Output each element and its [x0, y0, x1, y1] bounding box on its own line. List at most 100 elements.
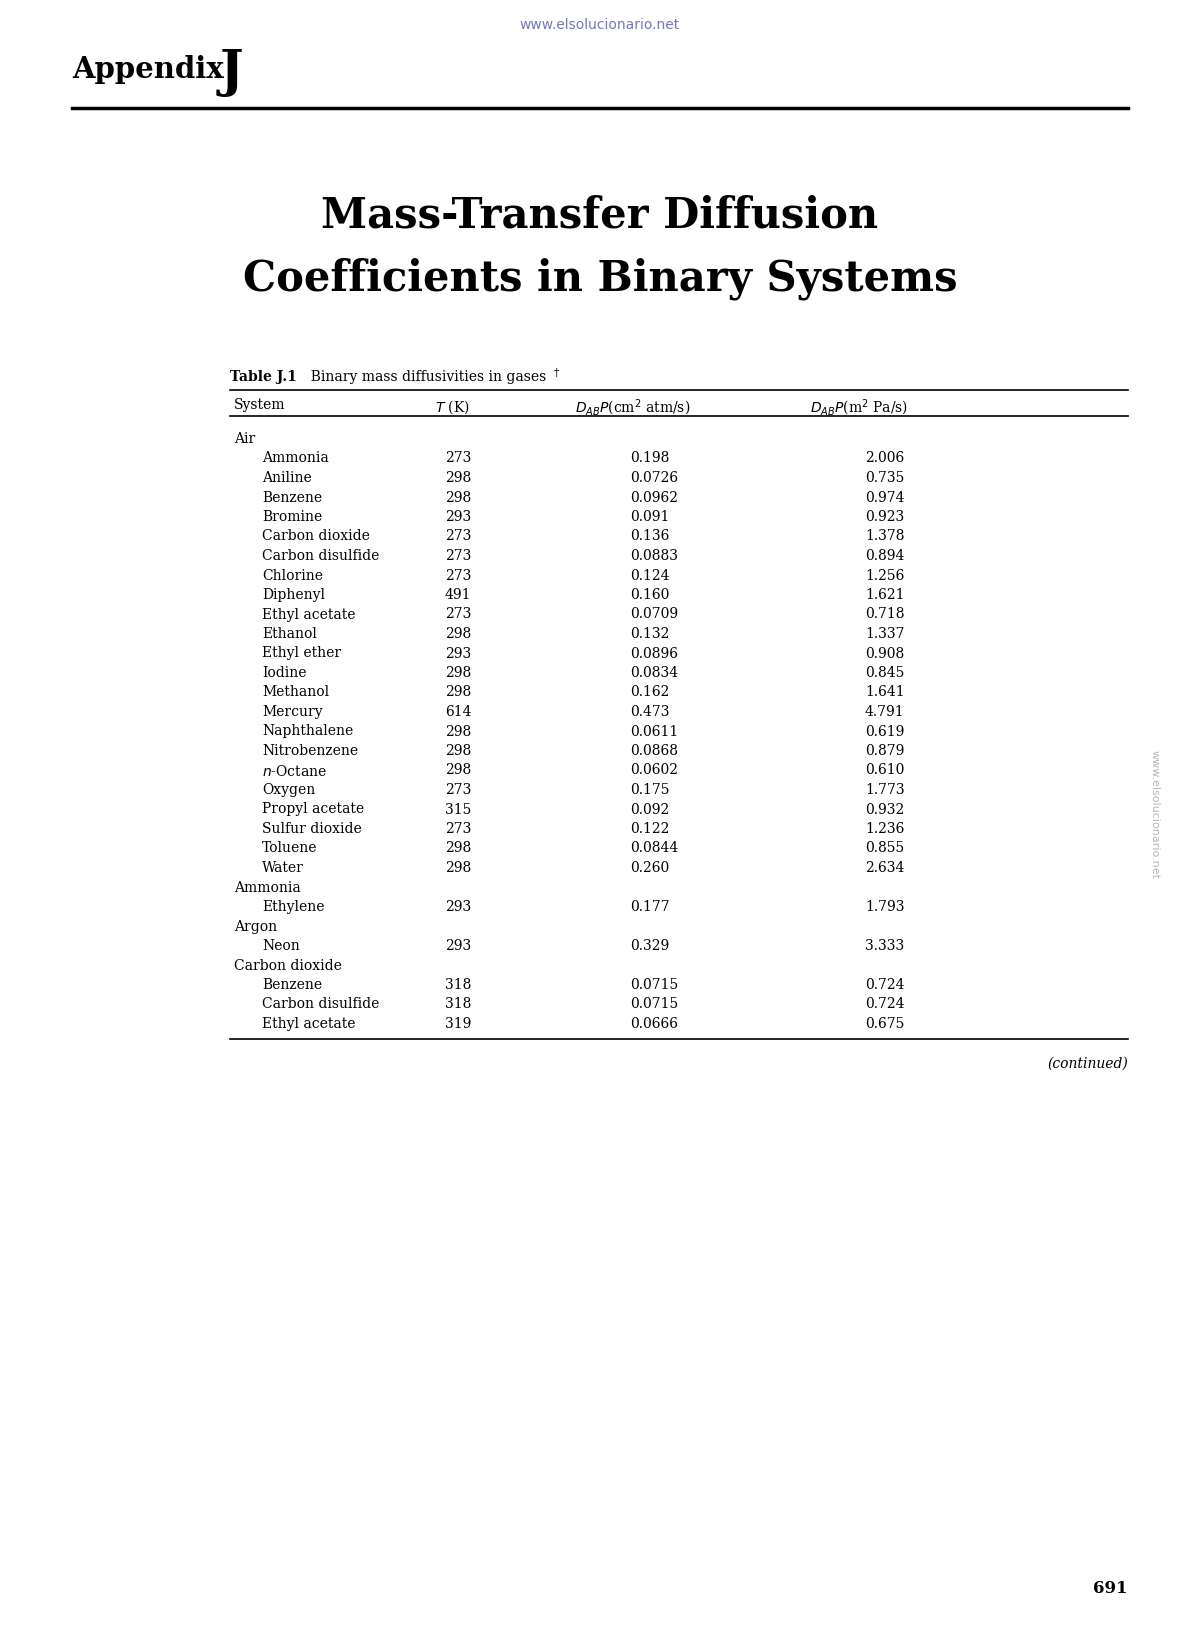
Text: Ethanol: Ethanol [262, 627, 317, 641]
Text: 0.0883: 0.0883 [630, 549, 678, 563]
Text: †: † [554, 368, 559, 378]
Text: 1.793: 1.793 [865, 900, 905, 913]
Text: Nitrobenzene: Nitrobenzene [262, 744, 358, 759]
Text: 1.773: 1.773 [865, 783, 905, 798]
Text: Ethyl acetate: Ethyl acetate [262, 1018, 355, 1031]
Text: 273: 273 [445, 529, 472, 544]
Text: 0.974: 0.974 [865, 490, 905, 505]
Text: $D_{AB}P$(cm$^2$ atm/s): $D_{AB}P$(cm$^2$ atm/s) [575, 397, 690, 418]
Text: Diphenyl: Diphenyl [262, 588, 325, 602]
Text: Coefficients in Binary Systems: Coefficients in Binary Systems [242, 257, 958, 301]
Text: Ammonia: Ammonia [234, 881, 301, 894]
Text: 0.845: 0.845 [865, 666, 905, 681]
Text: Chlorine: Chlorine [262, 568, 323, 583]
Text: Water: Water [262, 861, 304, 874]
Text: Mass-Transfer Diffusion: Mass-Transfer Diffusion [322, 195, 878, 238]
Text: Oxygen: Oxygen [262, 783, 316, 798]
Text: 0.122: 0.122 [630, 822, 670, 837]
Text: 0.0709: 0.0709 [630, 607, 678, 622]
Text: 273: 273 [445, 822, 472, 837]
Text: 0.160: 0.160 [630, 588, 670, 602]
Text: 0.329: 0.329 [630, 939, 670, 952]
Text: 0.177: 0.177 [630, 900, 670, 913]
Text: 298: 298 [445, 764, 472, 778]
Text: 0.923: 0.923 [865, 510, 905, 524]
Text: Argon: Argon [234, 920, 277, 933]
Text: Propyl acetate: Propyl acetate [262, 803, 364, 817]
Text: 0.0666: 0.0666 [630, 1018, 678, 1031]
Text: 0.932: 0.932 [865, 803, 905, 817]
Text: 273: 273 [445, 549, 472, 563]
Text: Carbon disulfide: Carbon disulfide [262, 549, 379, 563]
Text: 319: 319 [445, 1018, 472, 1031]
Text: 0.0726: 0.0726 [630, 470, 678, 485]
Text: 1.621: 1.621 [865, 588, 905, 602]
Text: Aniline: Aniline [262, 470, 312, 485]
Text: 298: 298 [445, 744, 472, 759]
Text: 1.378: 1.378 [865, 529, 905, 544]
Text: 3.333: 3.333 [865, 939, 905, 952]
Text: 293: 293 [445, 510, 472, 524]
Text: Mercury: Mercury [262, 705, 323, 720]
Text: Carbon disulfide: Carbon disulfide [262, 998, 379, 1011]
Text: 298: 298 [445, 666, 472, 681]
Text: 0.0844: 0.0844 [630, 842, 678, 855]
Text: 0.124: 0.124 [630, 568, 670, 583]
Text: 0.855: 0.855 [865, 842, 905, 855]
Text: 0.0715: 0.0715 [630, 998, 678, 1011]
Text: 0.735: 0.735 [865, 470, 905, 485]
Text: 298: 298 [445, 470, 472, 485]
Text: www.elsolucionario.net: www.elsolucionario.net [520, 18, 680, 33]
Text: 293: 293 [445, 900, 472, 913]
Text: 0.0868: 0.0868 [630, 744, 678, 759]
Text: 0.0602: 0.0602 [630, 764, 678, 778]
Text: 318: 318 [445, 978, 472, 991]
Text: 0.718: 0.718 [865, 607, 905, 622]
Text: 0.473: 0.473 [630, 705, 670, 720]
Text: Iodine: Iodine [262, 666, 306, 681]
Text: 298: 298 [445, 861, 472, 874]
Text: 298: 298 [445, 724, 472, 739]
Text: 0.162: 0.162 [630, 685, 670, 700]
Text: 1.256: 1.256 [865, 568, 905, 583]
Text: www.elsolucionario.net: www.elsolucionario.net [1150, 749, 1160, 879]
Text: 298: 298 [445, 490, 472, 505]
Text: Naphthalene: Naphthalene [262, 724, 353, 739]
Text: 0.132: 0.132 [630, 627, 670, 641]
Text: Sulfur dioxide: Sulfur dioxide [262, 822, 361, 837]
Text: J: J [220, 47, 244, 98]
Text: 0.198: 0.198 [630, 451, 670, 466]
Text: 293: 293 [445, 646, 472, 661]
Text: 273: 273 [445, 783, 472, 798]
Text: $T$ (K): $T$ (K) [436, 397, 470, 415]
Text: 0.0896: 0.0896 [630, 646, 678, 661]
Text: System: System [234, 397, 286, 412]
Text: 0.136: 0.136 [630, 529, 670, 544]
Text: 0.0962: 0.0962 [630, 490, 678, 505]
Text: 0.619: 0.619 [865, 724, 905, 739]
Text: Benzene: Benzene [262, 490, 322, 505]
Text: 2.634: 2.634 [865, 861, 905, 874]
Text: 315: 315 [445, 803, 472, 817]
Text: 0.0715: 0.0715 [630, 978, 678, 991]
Text: 0.091: 0.091 [630, 510, 670, 524]
Text: 273: 273 [445, 451, 472, 466]
Text: 298: 298 [445, 685, 472, 700]
Text: 298: 298 [445, 842, 472, 855]
Text: 614: 614 [445, 705, 472, 720]
Text: Carbon dioxide: Carbon dioxide [262, 529, 370, 544]
Text: 1.236: 1.236 [865, 822, 905, 837]
Text: 273: 273 [445, 568, 472, 583]
Text: Methanol: Methanol [262, 685, 329, 700]
Text: 0.610: 0.610 [865, 764, 905, 778]
Text: Carbon dioxide: Carbon dioxide [234, 959, 342, 972]
Text: 1.337: 1.337 [865, 627, 905, 641]
Text: 0.0834: 0.0834 [630, 666, 678, 681]
Text: Appendix: Appendix [72, 55, 224, 85]
Text: Benzene: Benzene [262, 978, 322, 991]
Text: 0.260: 0.260 [630, 861, 670, 874]
Text: Air: Air [234, 431, 256, 446]
Text: 0.092: 0.092 [630, 803, 670, 817]
Text: 298: 298 [445, 627, 472, 641]
Text: 0.175: 0.175 [630, 783, 670, 798]
